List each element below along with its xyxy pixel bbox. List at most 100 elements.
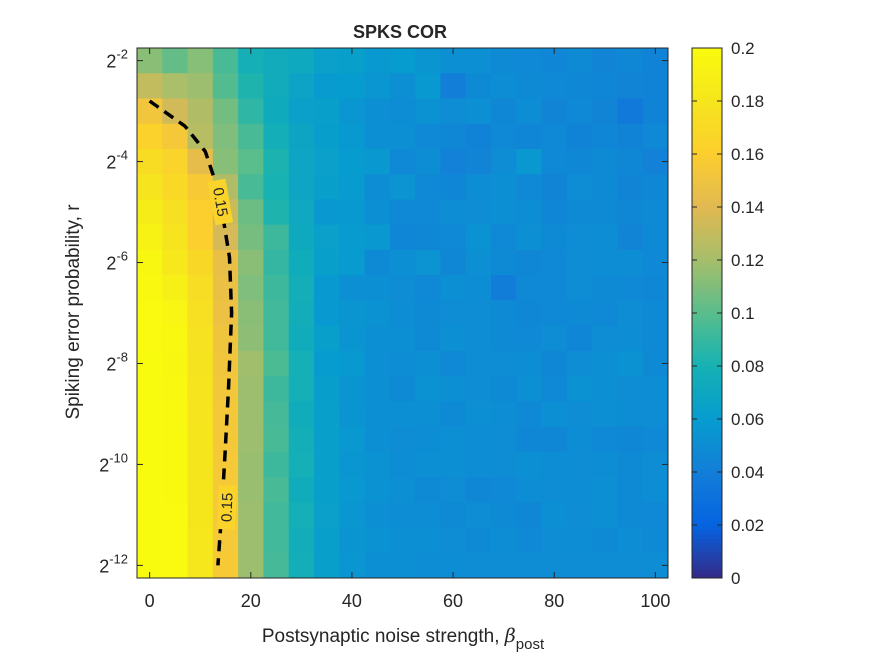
heatmap-cell: [187, 275, 214, 301]
heatmap-cell: [617, 249, 644, 276]
colorbar-segment: [692, 154, 722, 159]
heatmap-cell: [187, 350, 214, 377]
heatmap-cell: [541, 401, 568, 427]
colorbar-tick-label: 0.2: [731, 39, 755, 58]
colorbar-segment: [692, 366, 722, 371]
heatmap-cell: [389, 527, 416, 554]
colorbar-segment: [692, 485, 722, 491]
heatmap-cell: [314, 48, 340, 74]
colorbar-segment: [692, 251, 722, 257]
colorbar-segment: [692, 299, 722, 305]
heatmap-cell: [566, 98, 593, 125]
colorbar-segment: [692, 467, 722, 473]
heatmap-cell: [137, 376, 163, 402]
heatmap-cell: [364, 249, 391, 276]
colorbar-segment: [692, 445, 722, 451]
heatmap-cell: [288, 275, 315, 301]
heatmap-cell: [415, 376, 441, 402]
heatmap-cell: [339, 249, 365, 276]
heatmap-cell: [187, 73, 214, 99]
heatmap-cell: [162, 325, 188, 352]
heatmap-cell: [617, 451, 644, 478]
heatmap-cell: [389, 451, 416, 478]
heatmap-cell: [314, 174, 340, 200]
heatmap-cell: [389, 502, 416, 528]
heatmap-cell: [263, 376, 290, 402]
heatmap-cell: [440, 123, 467, 150]
heatmap-cell: [541, 98, 568, 125]
heatmap-cell: [465, 502, 492, 528]
heatmap-cell: [314, 401, 340, 427]
heatmap-cell: [339, 502, 365, 528]
colorbar-segment: [692, 246, 722, 252]
heatmap-cell: [566, 224, 593, 251]
heatmap-cell: [566, 552, 593, 579]
colorbar-segment: [692, 101, 722, 106]
heatmap-cell: [314, 73, 340, 99]
heatmap-cell: [440, 451, 467, 478]
colorbar-segment: [692, 494, 722, 499]
heatmap-cell: [288, 98, 315, 125]
heatmap-cell: [238, 477, 264, 503]
y-tick-base: 2: [106, 153, 116, 173]
heatmap-cell: [339, 275, 365, 301]
colorbar-segment: [692, 56, 722, 62]
y-tick-exponent: -8: [116, 349, 128, 364]
heatmap-cell: [314, 199, 340, 226]
y-axis-label: Spiking error probability, r: [63, 204, 84, 420]
heatmap-cell: [263, 48, 290, 74]
heatmap-cell: [465, 148, 492, 175]
heatmap-cell: [389, 552, 416, 579]
heatmap-cell: [288, 527, 315, 554]
heatmap-cell: [212, 325, 239, 352]
heatmap-cell: [238, 148, 264, 175]
heatmap-cell: [162, 376, 188, 402]
heatmap-cell: [592, 300, 618, 327]
heatmap-cell: [642, 426, 669, 453]
heatmap-cell: [137, 527, 163, 554]
heatmap-cell: [491, 174, 517, 200]
heatmap-cell: [162, 199, 188, 226]
heatmap-cell: [642, 98, 669, 125]
heatmap-cell: [314, 552, 340, 579]
colorbar-segment: [692, 432, 722, 438]
heatmap-cell: [491, 552, 517, 579]
heatmap-cell: [566, 426, 593, 453]
x-tick-label: 40: [342, 591, 362, 611]
heatmap-cell: [288, 502, 315, 528]
colorbar-segment: [692, 538, 722, 544]
heatmap-cell: [389, 123, 416, 150]
colorbar-segment: [692, 498, 722, 504]
heatmap-cell: [364, 98, 391, 125]
heatmap-cell: [516, 224, 542, 251]
heatmap-cell: [541, 300, 568, 327]
heatmap-cell: [465, 325, 492, 352]
heatmap-cell: [212, 350, 239, 377]
heatmap-cell: [566, 123, 593, 150]
colorbar-segment: [692, 229, 722, 234]
heatmap-cell: [187, 249, 214, 276]
heatmap-cell: [238, 123, 264, 150]
heatmap-cell: [566, 325, 593, 352]
heatmap-cell: [516, 477, 542, 503]
colorbar-segment: [692, 361, 722, 367]
heatmap-cell: [314, 325, 340, 352]
heatmap-cell: [566, 249, 593, 276]
colorbar-segment: [692, 193, 722, 199]
colorbar-segment: [692, 78, 722, 84]
heatmap-cell: [592, 275, 618, 301]
heatmap-cell: [137, 174, 163, 200]
colorbar-tick-label: 0.08: [731, 357, 764, 376]
heatmap-cell: [288, 48, 315, 74]
heatmap-cell: [187, 224, 214, 251]
heatmap-cell: [364, 73, 391, 99]
colorbar-segment: [692, 233, 722, 239]
heatmap-cell: [415, 527, 441, 554]
colorbar-tick-label: 0.14: [731, 198, 764, 217]
colorbar-segment: [692, 454, 722, 460]
colorbar-segment: [692, 127, 722, 133]
heatmap-cell: [516, 73, 542, 99]
heatmap-cell: [389, 249, 416, 276]
heatmap-cell: [137, 401, 163, 427]
colorbar-segment: [692, 295, 722, 301]
